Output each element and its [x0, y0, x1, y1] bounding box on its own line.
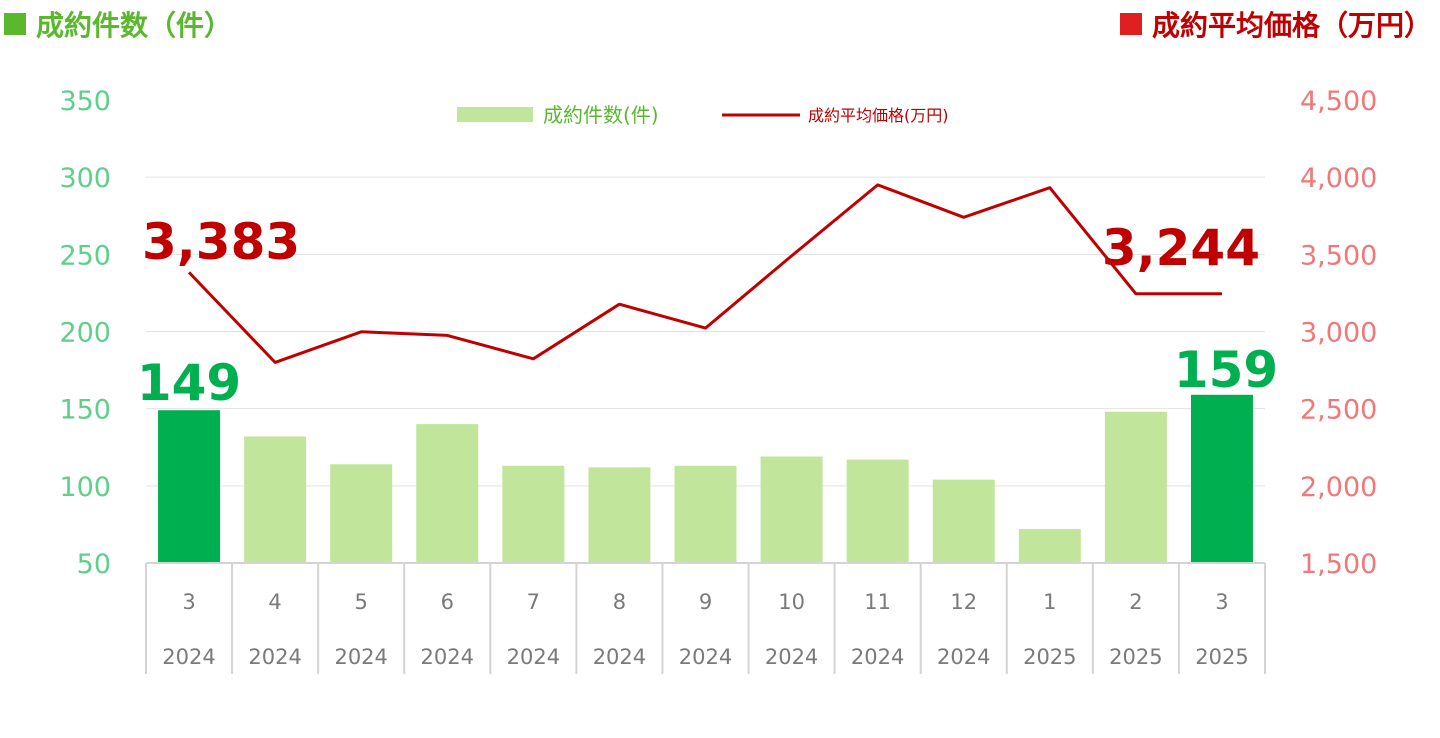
line-series: [187, 183, 1222, 364]
right-tick-label: 2,500: [1300, 395, 1377, 426]
left-tick-label: 150: [59, 395, 111, 426]
year-label: 2025: [1109, 645, 1162, 669]
year-label: 2024: [248, 645, 301, 669]
year-label: 2024: [421, 645, 474, 669]
right-tick-label: 3,000: [1300, 318, 1377, 349]
month-label: 3: [1215, 590, 1228, 614]
month-label: 11: [864, 590, 891, 614]
price-first-callout: 3,383: [142, 213, 300, 271]
right-axis-title-text: 成約平均価格（万円）: [1151, 9, 1432, 42]
month-label: 10: [778, 590, 805, 614]
month-label: 1: [1043, 590, 1056, 614]
bar: [244, 436, 307, 563]
month-label: 2: [1129, 590, 1142, 614]
callouts: 3,383 3,244 149 159: [137, 213, 1278, 412]
year-label: 2024: [851, 645, 904, 669]
bar: [1018, 529, 1081, 563]
month-label: 3: [182, 590, 195, 614]
bar: [932, 479, 995, 563]
bar: [158, 410, 221, 563]
legend: 成約件数(件) 成約平均価格(万円): [457, 103, 949, 127]
left-tick-label: 250: [59, 240, 111, 271]
month-label: 5: [355, 590, 368, 614]
year-label: 2024: [162, 645, 215, 669]
bar: [1104, 411, 1167, 563]
bar: [760, 456, 823, 563]
price-last-callout: 3,244: [1102, 219, 1260, 277]
legend-bar-label: 成約件数(件): [543, 103, 659, 127]
month-label: 8: [613, 590, 626, 614]
legend-line-label: 成約平均価格(万円): [808, 106, 949, 125]
left-tick-label: 300: [59, 163, 111, 194]
right-axis-title: 成約平均価格（万円）: [1119, 4, 1432, 44]
month-label: 6: [441, 590, 454, 614]
count-first-callout: 149: [137, 354, 241, 412]
year-label: 2024: [593, 645, 646, 669]
year-label: 2024: [765, 645, 818, 669]
left-axis-title: 成約件数（件）: [4, 4, 232, 44]
bar-series: [158, 394, 1253, 563]
year-label: 2024: [507, 645, 560, 669]
red-square-icon: [1119, 13, 1142, 35]
month-label: 4: [268, 590, 281, 614]
bar: [674, 465, 737, 563]
left-axis-title-text: 成約件数（件）: [36, 9, 233, 42]
left-tick-label: 100: [59, 472, 111, 503]
bar: [1190, 394, 1253, 563]
legend-bar-swatch: [457, 107, 533, 122]
year-label: 2024: [937, 645, 990, 669]
month-label: 12: [950, 590, 977, 614]
bar: [416, 424, 479, 563]
left-tick-label: 350: [59, 86, 111, 117]
left-tick-label: 200: [59, 318, 111, 349]
price-line: [187, 183, 1222, 364]
year-label: 2025: [1195, 645, 1248, 669]
left-tick-label: 50: [77, 549, 111, 580]
year-label: 2024: [679, 645, 732, 669]
bar: [330, 464, 393, 563]
year-label: 2025: [1023, 645, 1076, 669]
right-tick-label: 1,500: [1300, 549, 1377, 580]
right-tick-label: 3,500: [1300, 240, 1377, 271]
year-label: 2024: [334, 645, 387, 669]
gridlines: [146, 176, 1265, 487]
bar: [588, 467, 651, 563]
month-label: 7: [527, 590, 540, 614]
right-tick-label: 2,000: [1300, 472, 1377, 503]
count-last-callout: 159: [1174, 341, 1278, 399]
bar: [846, 459, 909, 563]
green-square-icon: [4, 13, 26, 35]
month-label: 9: [699, 590, 712, 614]
bar: [502, 465, 565, 563]
right-tick-label: 4,500: [1300, 86, 1377, 117]
right-tick-label: 4,000: [1300, 163, 1377, 194]
